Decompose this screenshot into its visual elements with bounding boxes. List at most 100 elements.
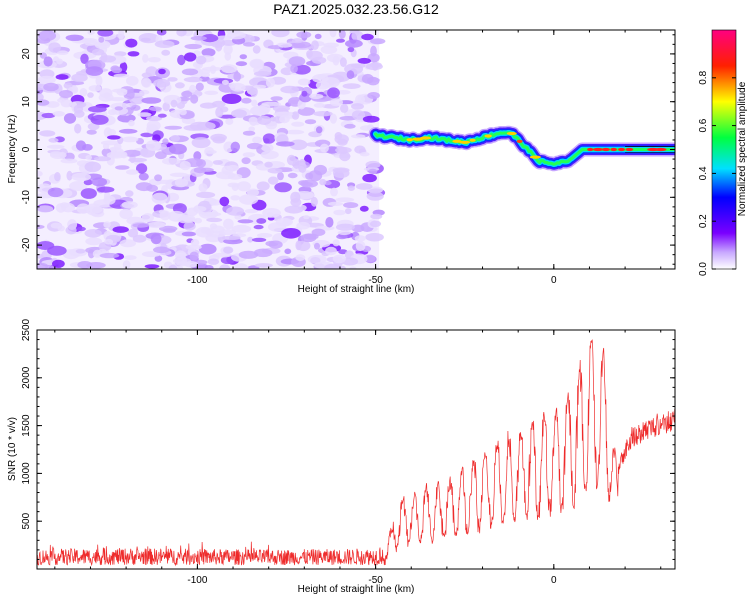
- noise-blob: [320, 77, 340, 88]
- noise-blob: [221, 235, 241, 241]
- noise-blob: [284, 248, 292, 255]
- noise-blob: [355, 240, 366, 252]
- noise-blob: [257, 115, 272, 126]
- noise-blob: [309, 93, 324, 100]
- noise-blob: [76, 226, 86, 232]
- noise-blob: [75, 249, 86, 254]
- noise-blob: [301, 182, 314, 187]
- noise-blob: [65, 226, 77, 235]
- noise-blob: [98, 36, 105, 43]
- signal-hotspot: [625, 147, 634, 152]
- noise-blob: [227, 182, 240, 188]
- signal-hotspot: [610, 147, 617, 152]
- noise-blob: [85, 237, 103, 246]
- noise-blob: [168, 264, 178, 269]
- noise-blob: [103, 221, 111, 228]
- noise-blob: [196, 121, 216, 131]
- noise-blob: [351, 110, 366, 120]
- noise-blob: [291, 111, 300, 120]
- noise-blob: [279, 115, 290, 124]
- noise-blob: [251, 237, 267, 242]
- noise-blob: [225, 118, 234, 125]
- noise-blob: [332, 254, 346, 264]
- noise-blob: [221, 64, 238, 74]
- noise-blob: [272, 105, 290, 112]
- noise-blob: [123, 149, 142, 157]
- noise-blob: [87, 30, 95, 35]
- noise-blob: [66, 170, 73, 181]
- colorbar-tick-label: 0.4: [698, 166, 709, 180]
- noise-blob: [367, 92, 380, 99]
- noise-blob: [325, 217, 334, 228]
- noise-blob: [136, 163, 148, 174]
- noise-blob: [345, 39, 363, 48]
- noise-blob: [252, 136, 263, 144]
- noise-blob: [367, 186, 383, 194]
- noise-blob: [274, 182, 292, 193]
- noise-blob: [111, 66, 123, 74]
- noise-blob: [219, 264, 231, 269]
- bottom-x-ticks: -100 -50 0: [54, 330, 662, 586]
- noise-blob: [179, 214, 196, 222]
- noise-blob: [37, 75, 56, 85]
- noise-blob: [63, 113, 77, 124]
- noise-blob: [329, 113, 337, 124]
- noise-blob: [112, 226, 129, 233]
- noise-blob: [153, 78, 171, 88]
- noise-blob: [300, 233, 317, 243]
- noise-blob: [230, 141, 240, 152]
- noise-blob: [137, 112, 152, 117]
- noise-blob: [125, 190, 134, 197]
- noise-blob: [230, 82, 246, 92]
- noise-blob: [268, 240, 283, 249]
- noise-blob: [280, 85, 300, 94]
- noise-blobs: [37, 30, 386, 269]
- snr-panel: -100 -50 0 500 1000 1500 2000 2500 Height of s…: [7, 318, 676, 595]
- noise-blob: [50, 151, 63, 158]
- noise-blob: [175, 82, 185, 89]
- noise-blob: [95, 75, 103, 87]
- noise-blob: [221, 79, 229, 85]
- noise-blob: [204, 90, 219, 96]
- noise-blob: [195, 55, 207, 65]
- noise-blob: [314, 33, 322, 40]
- noise-blob: [37, 205, 54, 213]
- top-x-axis-label: Height of straight line (km): [298, 284, 415, 295]
- top-y-tick-label: -10: [21, 190, 32, 205]
- noise-blob: [226, 31, 246, 40]
- noise-blob: [61, 202, 75, 213]
- noise-blob: [184, 52, 197, 62]
- signal-hotspot: [484, 134, 492, 138]
- noise-blob: [60, 158, 78, 164]
- noise-blob: [124, 255, 137, 260]
- noise-blob: [169, 172, 189, 177]
- signal-hotspot: [469, 138, 476, 142]
- noise-blob: [148, 106, 162, 112]
- noise-blob: [128, 157, 148, 163]
- figure-title: PAZ1.2025.032.23.56.G12: [273, 1, 439, 17]
- signal-trace: [368, 125, 675, 172]
- noise-blob: [362, 115, 380, 123]
- noise-blob: [340, 103, 349, 113]
- noise-blob: [370, 213, 383, 220]
- noise-blob: [119, 208, 133, 220]
- noise-blob: [37, 99, 50, 106]
- noise-blob: [145, 66, 158, 77]
- noise-blob: [273, 111, 294, 117]
- signal-hotspot: [654, 147, 667, 152]
- noise-blob: [291, 121, 305, 127]
- noise-blob: [221, 93, 242, 105]
- noise-blob: [99, 88, 113, 98]
- noise-blob: [289, 139, 308, 151]
- noise-blob: [74, 123, 82, 134]
- noise-blob: [125, 38, 138, 48]
- noise-blob: [288, 56, 306, 67]
- noise-blob: [253, 84, 267, 89]
- colorbar-gradient: [711, 29, 737, 270]
- noise-blob: [329, 30, 337, 38]
- signal-hotspot: [419, 136, 432, 140]
- noise-blob: [282, 218, 291, 227]
- noise-blob: [132, 223, 150, 228]
- noise-blob: [253, 71, 272, 77]
- noise-blob: [84, 39, 97, 46]
